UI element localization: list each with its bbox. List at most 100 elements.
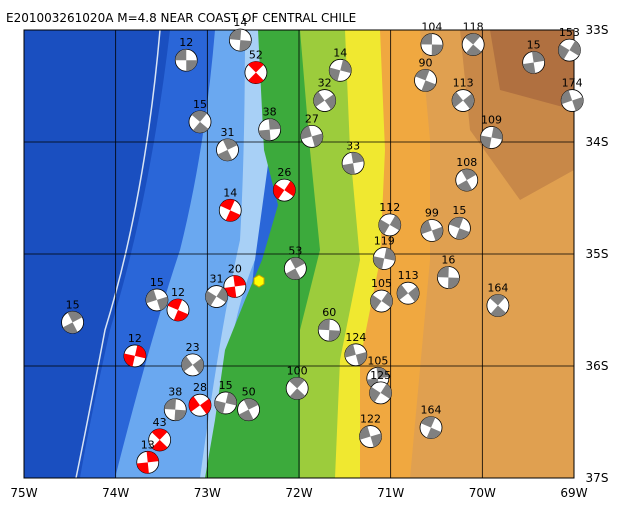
event-label: 119	[374, 234, 395, 247]
ball-quadrant	[167, 299, 183, 310]
ball-quadrant	[328, 330, 341, 342]
focal-mechanism: 15	[188, 98, 212, 134]
event-label: 33	[346, 139, 360, 152]
ball-quadrant	[229, 29, 242, 41]
ball-quadrant	[359, 426, 371, 440]
event-label: 122	[360, 413, 381, 426]
ball-quadrant	[431, 226, 443, 241]
focal-mechanism: 32	[313, 77, 337, 112]
focal-mechanism: 113	[451, 77, 475, 112]
ball-quadrant	[480, 135, 492, 149]
ball-quadrant	[415, 69, 430, 81]
ball-quadrant	[243, 398, 259, 410]
ball-quadrant	[225, 392, 237, 406]
ball-quadrant	[205, 290, 217, 306]
map-frame	[23, 29, 575, 479]
focal-mechanism: 27	[300, 112, 324, 148]
event-label: 12	[171, 286, 185, 299]
focal-mechanism: 12	[123, 332, 147, 368]
event-label: 12	[179, 36, 193, 49]
ball-quadrant	[200, 398, 211, 415]
ball-quadrant	[248, 72, 264, 84]
focal-mechanism: 33	[341, 139, 365, 175]
ball-quadrant	[431, 44, 443, 56]
ball-quadrant	[217, 149, 233, 161]
event-label: 26	[277, 166, 291, 179]
ball-quadrant	[373, 256, 385, 270]
ball-quadrant	[389, 215, 401, 231]
ball-quadrant	[300, 125, 312, 140]
focal-mechanism: 50	[237, 386, 260, 422]
event-label: 174	[562, 77, 583, 90]
focal-mechanism: 13	[136, 438, 160, 474]
event-label: 15	[452, 204, 466, 217]
ball-quadrant	[146, 451, 159, 463]
ball-quadrant	[220, 199, 235, 211]
event-label: 109	[481, 114, 502, 127]
ball-quadrant	[558, 44, 570, 60]
x-tick-label: 71W	[377, 486, 404, 500]
focal-mechanism: 53	[283, 245, 307, 280]
ball-quadrant	[340, 59, 352, 74]
ball-quadrant	[465, 44, 482, 56]
ball-quadrant	[313, 91, 325, 107]
focal-mechanism: 15	[448, 204, 471, 240]
focal-mechanism: 118	[461, 21, 485, 56]
event-label: 15	[193, 98, 207, 111]
focal-mechanism: 105	[370, 277, 393, 313]
ball-quadrant	[569, 40, 581, 56]
event-label: 14	[223, 186, 237, 199]
event-label: 50	[242, 386, 256, 399]
event-label: 31	[210, 273, 224, 286]
ball-quadrant	[572, 97, 584, 111]
ball-quadrant	[318, 319, 330, 331]
ball-quadrant	[136, 462, 149, 474]
focal-mechanism: 124	[344, 331, 368, 367]
ball-quadrant	[289, 377, 305, 389]
ball-quadrant	[342, 163, 355, 175]
ball-quadrant	[437, 266, 449, 278]
ball-quadrant	[420, 416, 436, 428]
ball-quadrant	[164, 398, 176, 410]
ball-quadrant	[62, 322, 78, 334]
ball-quadrant	[273, 183, 285, 200]
event-label: 113	[453, 77, 474, 90]
focal-mechanism: 164	[419, 404, 443, 440]
event-label: 13	[141, 438, 155, 451]
event-label: 28	[193, 381, 207, 394]
epicenter	[253, 274, 265, 288]
focal-mechanism: 108	[455, 156, 479, 192]
focal-mechanism: 38	[163, 386, 187, 422]
event-label: 20	[228, 262, 242, 275]
event-label: 52	[249, 49, 263, 62]
ball-quadrant	[351, 152, 364, 164]
event-label: 15	[527, 38, 541, 51]
event-label: 90	[419, 56, 433, 69]
x-tick-label: 72W	[285, 486, 312, 500]
ball-quadrant	[225, 210, 241, 222]
event-label: 32	[318, 77, 332, 90]
map-title: E201003261020A M=4.8 NEAR COAST OF CENTR…	[6, 11, 356, 25]
ball-quadrant	[380, 383, 392, 399]
x-tick-label: 73W	[194, 486, 221, 500]
event-label: 53	[288, 245, 302, 258]
ball-quadrant	[370, 433, 382, 448]
focal-mechanism: 14	[328, 46, 352, 82]
event-label: 14	[333, 46, 347, 59]
event-label: 38	[263, 106, 277, 119]
ball-quadrant	[285, 268, 301, 280]
focal-mechanism: 15	[145, 276, 169, 312]
ball-quadrant	[268, 118, 281, 130]
ball-quadrant	[324, 94, 336, 110]
event-label: 104	[421, 21, 442, 34]
ball-quadrant	[181, 356, 193, 372]
ball-quadrant	[489, 294, 506, 306]
focal-mechanism: 23	[181, 341, 205, 377]
event-label: 164	[421, 404, 442, 417]
event-label: 125	[370, 369, 391, 382]
ball-quadrant	[397, 284, 409, 300]
ball-quadrant	[384, 247, 396, 261]
focal-mechanism: 113	[396, 269, 420, 305]
event-label: 108	[456, 156, 477, 169]
focal-mechanism: 15	[522, 38, 546, 74]
